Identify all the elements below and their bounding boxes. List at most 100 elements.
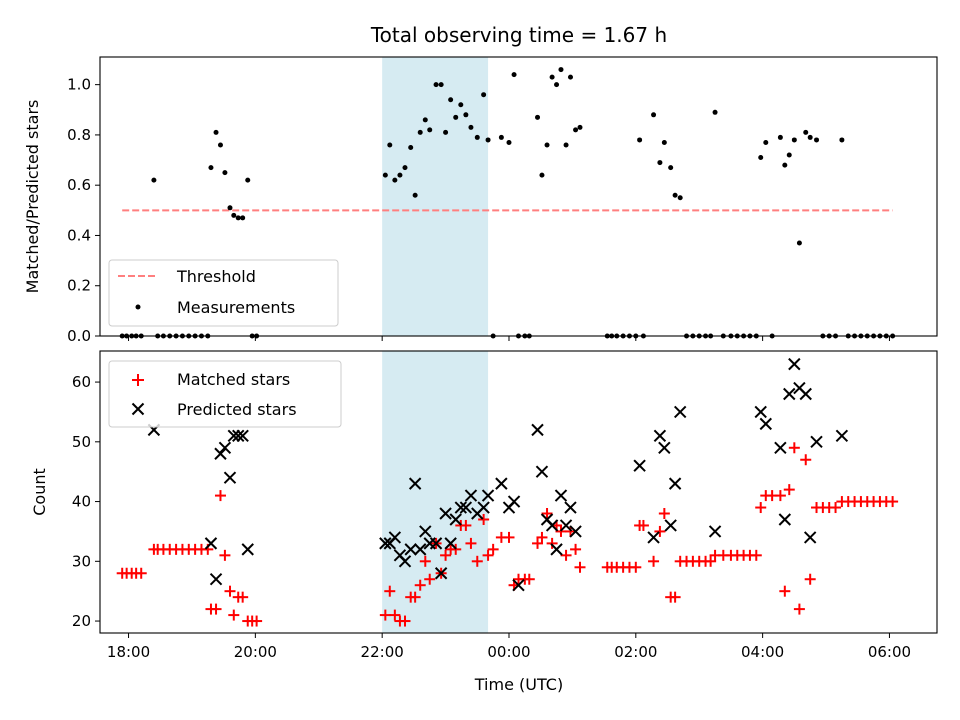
- matched-point: [465, 537, 477, 549]
- measurement-point: [235, 215, 241, 221]
- predicted-point: [550, 543, 563, 556]
- predicted-point: [464, 489, 478, 502]
- predicted-point: [554, 489, 568, 502]
- matched-point: [237, 591, 249, 603]
- measurement-point: [791, 137, 797, 143]
- measurement-point: [782, 162, 788, 168]
- top-axes-frame: [99, 56, 938, 337]
- measurement-point: [672, 192, 678, 198]
- measurement-point: [506, 139, 512, 145]
- predicted-point: [444, 537, 457, 550]
- measurement-point: [511, 72, 517, 78]
- matched-point: [750, 549, 762, 561]
- predicted-point: [658, 441, 671, 454]
- measurement-point: [677, 195, 683, 201]
- predicted-point: [388, 531, 402, 544]
- measurement-point: [796, 240, 802, 246]
- matched-point: [440, 549, 452, 561]
- measurement-point: [786, 152, 792, 158]
- bottom-legend: Matched stars Predicted stars: [108, 360, 342, 428]
- x-tick-label: 06:00: [868, 643, 911, 661]
- predicted-point: [439, 507, 452, 520]
- measurement-point: [463, 112, 469, 118]
- predicted-point: [759, 417, 773, 431]
- matched-point: [450, 543, 462, 555]
- matched-point: [214, 490, 226, 502]
- matched-point: [541, 508, 553, 520]
- measurement-point: [481, 92, 487, 98]
- matched-point: [414, 579, 426, 591]
- matched-point: [409, 591, 421, 603]
- y-tick-label: 50: [72, 433, 91, 451]
- measurement-point: [217, 142, 223, 148]
- measurement-point: [712, 109, 718, 115]
- matched-point: [570, 543, 582, 555]
- y-tick-label: 30: [72, 552, 91, 570]
- matched-point: [648, 555, 660, 567]
- matched-point: [783, 484, 795, 496]
- measurement-point: [453, 114, 459, 120]
- matched-point: [669, 591, 681, 603]
- matched-point: [755, 502, 767, 514]
- top-legend: Threshold Measurements: [108, 259, 339, 327]
- matched-point: [658, 508, 670, 520]
- measurement-point: [558, 67, 564, 73]
- measurement-point: [839, 137, 845, 143]
- predicted-point: [559, 519, 573, 532]
- y-tick-label: 0.4: [67, 226, 91, 244]
- predicted-point: [481, 489, 495, 502]
- series-x: [147, 357, 849, 592]
- measurement-point: [668, 165, 674, 171]
- matched-point: [793, 603, 805, 615]
- x-axis-label: Time (UTC): [474, 675, 563, 694]
- x-tick-label: 22:00: [361, 643, 404, 661]
- predicted-point: [633, 459, 646, 472]
- measurement-point: [539, 172, 545, 178]
- bottom-legend-box: [108, 360, 342, 428]
- matched-point: [637, 519, 649, 531]
- measurement-point: [213, 129, 219, 135]
- matched-point: [419, 555, 431, 567]
- measurement-point: [554, 82, 560, 88]
- predicted-point: [799, 387, 812, 401]
- matched-point: [574, 561, 586, 573]
- measurement-point: [448, 97, 454, 103]
- predicted-point: [414, 543, 427, 556]
- matched-point: [251, 615, 263, 627]
- predicted-point: [232, 429, 245, 443]
- y-tick-label: 0.0: [67, 327, 91, 345]
- matched-point: [830, 502, 842, 514]
- predicted-point: [507, 495, 521, 508]
- predicted-point: [535, 465, 549, 478]
- matched-point: [219, 549, 231, 561]
- legend-matched-marker: [132, 374, 144, 386]
- matched-point: [482, 549, 494, 561]
- predicted-point: [223, 471, 237, 484]
- matched-point: [630, 561, 642, 573]
- matched-point: [224, 585, 236, 597]
- series-plus: [116, 442, 899, 627]
- measurement-point: [803, 129, 809, 135]
- x-tick-label: 18:00: [107, 643, 150, 661]
- measurement-point: [397, 172, 403, 178]
- measurement-point: [458, 102, 464, 108]
- measurement-point: [651, 112, 657, 118]
- matched-point: [788, 442, 800, 454]
- top-y-axis-label: Matched/Predicted stars: [23, 100, 42, 294]
- predicted-point: [564, 501, 577, 514]
- predicted-point: [545, 519, 559, 532]
- measurement-point: [657, 160, 663, 166]
- x-tick-label: 20:00: [234, 643, 277, 661]
- predicted-point: [404, 543, 417, 556]
- matched-point: [654, 525, 666, 537]
- measurement-point: [382, 172, 388, 178]
- y-tick-label: 1.0: [67, 76, 91, 94]
- top-legend-box: [108, 259, 339, 327]
- predicted-point: [214, 447, 227, 460]
- bottom-panel: 20 30 40 50 60 18:00 20:00 22:00 00:00 02:00 04:0…: [30, 350, 938, 694]
- matched-point: [560, 549, 572, 561]
- predicted-point: [449, 513, 462, 526]
- predicted-point: [227, 429, 241, 443]
- measurement-point: [227, 205, 233, 211]
- matched-point: [536, 531, 548, 543]
